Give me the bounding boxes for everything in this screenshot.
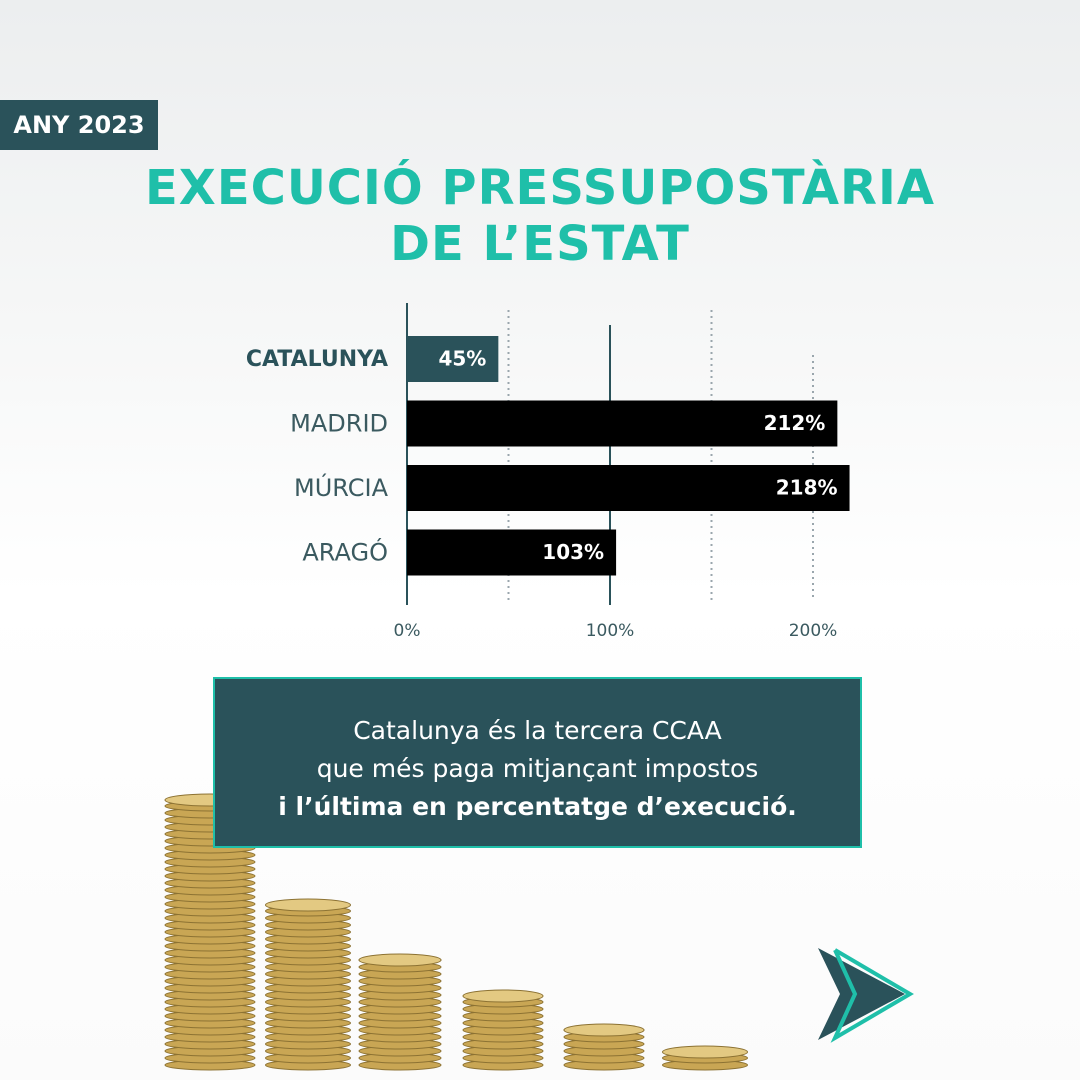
coin-stack: [662, 1045, 748, 1071]
coin-top: [563, 1023, 645, 1037]
badge: ANY 2023: [0, 100, 158, 150]
coin-stack: [563, 1023, 645, 1071]
arrow-icon: [818, 948, 905, 1040]
value-label: 103%: [542, 540, 604, 564]
callout-line: i l’última en percentatge d’execució.: [278, 792, 797, 821]
coin-stack: [265, 898, 351, 1071]
x-tick-label: 100%: [586, 621, 635, 641]
value-label: 218%: [776, 476, 838, 500]
bar: [407, 529, 617, 576]
coin-top: [265, 898, 351, 912]
value-label: 212%: [764, 411, 826, 435]
category-label: MADRID: [290, 410, 388, 438]
x-tick-label: 0%: [394, 621, 421, 641]
callout-line: Catalunya és la tercera CCAA: [353, 716, 722, 745]
bar: [407, 336, 499, 382]
value-label: 45%: [438, 347, 486, 371]
bar: [407, 400, 838, 447]
coin-stack: [164, 793, 256, 1071]
category-label: CATALUNYA: [246, 347, 388, 372]
coin-top: [358, 953, 442, 967]
coin-stack: [462, 989, 544, 1071]
callout-line: que més paga mitjançant impostos: [316, 754, 759, 783]
coin-stack: [358, 953, 442, 1071]
x-tick-label: 200%: [789, 621, 838, 641]
chart-title: EXECUCIÓ PRESSUPOSTÀRIA DE L’ESTAT: [145, 160, 935, 272]
category-label: ARAGÓ: [302, 537, 388, 567]
callout: Catalunya és la tercera CCAA que més pag…: [213, 677, 862, 848]
category-label: MÚRCIA: [294, 472, 389, 502]
bar: [407, 465, 850, 511]
arrow-outline: [830, 948, 914, 1043]
coin-top: [462, 989, 544, 1003]
decoration: [818, 948, 914, 1043]
coin-top: [662, 1045, 748, 1059]
